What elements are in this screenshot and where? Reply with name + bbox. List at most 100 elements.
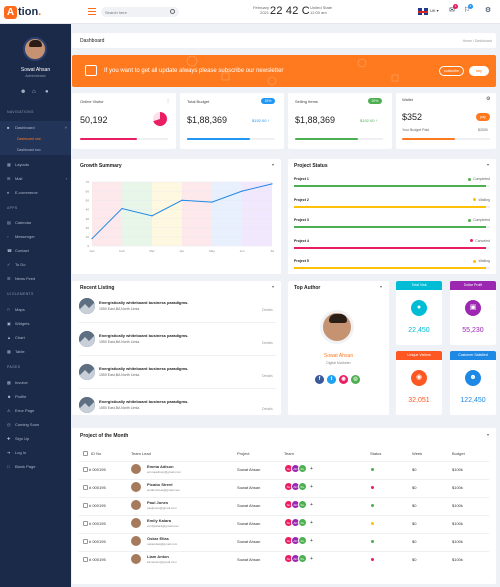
lead-avatar[interactable] <box>131 482 141 492</box>
lead-name[interactable]: Paul Jones <box>147 500 169 505</box>
lead-name[interactable]: Emily Kalara <box>147 518 172 523</box>
sidebar-item-widgets[interactable]: ▣ Widgets <box>7 321 67 326</box>
mail-icon[interactable]: ⚐ <box>463 7 471 14</box>
avatar[interactable] <box>23 37 47 61</box>
home-icon[interactable]: ⌂ <box>32 89 36 95</box>
sidebar-item-log-in[interactable]: ➔ Log In <box>7 450 67 455</box>
sidebar-item-messenger[interactable]: ▫ Messenger <box>7 234 67 239</box>
team-member-avatar[interactable]: KL <box>298 536 307 545</box>
team-member-avatar[interactable]: KL <box>298 464 307 473</box>
uk-flag-icon[interactable] <box>418 8 428 15</box>
breadcrumb[interactable]: Home / Dashboard <box>462 39 492 43</box>
details-link[interactable]: Details <box>262 407 273 411</box>
listing-thumbnail[interactable] <box>79 364 95 380</box>
row-checkbox[interactable] <box>83 467 88 472</box>
search-icon[interactable] <box>170 9 175 14</box>
chevron-down-icon[interactable]: ▾ <box>272 284 275 289</box>
row-checkbox[interactable] <box>83 485 88 490</box>
skip-button[interactable]: skip <box>469 66 489 76</box>
language-selector[interactable]: UK ▾ <box>430 8 439 13</box>
chevron-down-icon[interactable]: ▾ <box>487 162 490 167</box>
lead-name[interactable]: Picabo Street <box>147 482 173 487</box>
sidebar-item-news-feed[interactable]: ☰ News Feed <box>7 276 67 281</box>
sidebar-item-table[interactable]: ▦ Table <box>7 349 67 354</box>
lead-avatar[interactable] <box>131 536 141 546</box>
instagram-icon[interactable]: ◉ <box>339 375 348 384</box>
lead-name[interactable]: Emma Adison <box>147 464 174 469</box>
sidebar-item-coming-soon[interactable]: ◷ Coming Soon <box>7 422 67 427</box>
row-checkbox[interactable] <box>83 521 88 526</box>
sidebar-item-chart[interactable]: ▲ Chart <box>7 335 67 340</box>
sidebar-item-dashboard[interactable]: ■ Dashboard ˅ <box>7 125 67 130</box>
sidebar-item-todo[interactable]: ✓ To Do <box>7 262 67 267</box>
chevron-down-icon[interactable]: ▾ <box>272 162 275 167</box>
chevron-down-icon[interactable]: ▾ <box>487 432 490 437</box>
details-link[interactable]: Details <box>262 374 273 378</box>
chevron-down-icon[interactable]: ▾ <box>380 284 383 289</box>
sidebar-item-blank-page[interactable]: □ Blank Page <box>7 464 67 469</box>
column-header-lead[interactable]: Team Lead <box>131 451 151 456</box>
column-header-project[interactable]: Project <box>237 451 250 456</box>
logo[interactable]: A tion . <box>4 3 41 21</box>
dribbble-icon[interactable]: ◎ <box>351 375 360 384</box>
listing-thumbnail[interactable] <box>79 331 95 347</box>
column-header-team[interactable]: Team <box>284 451 294 456</box>
sidebar-subitem-dashboard-two[interactable]: Dashboard two <box>17 148 41 152</box>
sidebar-subitem-dashboard-one[interactable]: Dashboard one <box>17 137 41 141</box>
facebook-icon[interactable]: f <box>315 375 324 384</box>
more-icon[interactable]: ⋮ <box>166 98 170 103</box>
team-more[interactable]: + <box>310 466 313 472</box>
team-member-avatar[interactable]: KL <box>298 500 307 509</box>
sidebar-item-maps[interactable]: ⚐ Maps <box>7 307 67 312</box>
sidebar-item-invoice[interactable]: ▩ Invoice <box>7 380 67 385</box>
listing-thumbnail[interactable] <box>79 298 95 314</box>
column-header-id[interactable]: ID No <box>91 451 102 456</box>
listing-title[interactable]: Energistically whiteboard business parad… <box>99 300 189 305</box>
sidebar-item-ecommerce[interactable]: ♦ E-commerce <box>7 190 67 195</box>
hamburger-menu-icon[interactable] <box>88 8 96 15</box>
team-member-avatar[interactable]: KL <box>298 482 307 491</box>
lead-avatar[interactable] <box>131 554 141 564</box>
team-member-avatar[interactable]: KL <box>298 554 307 563</box>
lock-icon[interactable]: ● <box>45 89 49 95</box>
listing-title[interactable]: Energistically whiteboard business parad… <box>99 333 189 338</box>
lead-avatar[interactable] <box>131 518 141 528</box>
sidebar-item-mail[interactable]: ✉ Mail › <box>7 176 67 181</box>
column-header-week[interactable]: Week <box>412 451 423 456</box>
row-checkbox[interactable] <box>83 557 88 562</box>
sidebar-item-contact[interactable]: ☎ Contact <box>7 248 67 253</box>
author-avatar[interactable] <box>320 310 354 344</box>
sidebar-item-profile[interactable]: ☻ Profile <box>7 394 67 399</box>
listing-title[interactable]: Energistically whiteboard business parad… <box>99 366 189 371</box>
sidebar-item-error-page[interactable]: ⚠ Error Page <box>7 408 67 413</box>
sidebar-item-calendar[interactable]: ▤ Calendar <box>7 220 67 225</box>
lead-name[interactable]: Oskar Elias <box>147 536 169 541</box>
row-checkbox[interactable] <box>83 539 88 544</box>
lead-name[interactable]: Liam Anton <box>147 554 169 559</box>
team-member-avatar[interactable]: KL <box>298 518 307 527</box>
settings-icon[interactable]: ⚙ <box>484 7 492 14</box>
team-more[interactable]: + <box>310 484 313 490</box>
sidebar-item-sign-up[interactable]: ✚ Sign Up <box>7 436 67 441</box>
sidebar-item-layouts[interactable]: ▦ Layouts <box>7 162 67 167</box>
subscribe-button[interactable]: subscribe <box>439 66 464 76</box>
author-name[interactable]: Sowat Ahsan <box>323 353 354 359</box>
lead-avatar[interactable] <box>131 464 141 474</box>
pay-button[interactable]: pay <box>476 113 490 121</box>
settings-icon[interactable]: ⚙ <box>486 96 491 102</box>
user-profile-icon[interactable]: ☻ <box>20 89 27 95</box>
team-more[interactable]: + <box>310 556 313 562</box>
column-header-budget[interactable]: Budget <box>452 451 465 456</box>
search-input[interactable] <box>101 7 179 17</box>
team-more[interactable]: + <box>310 538 313 544</box>
team-more[interactable]: + <box>310 502 313 508</box>
lead-avatar[interactable] <box>131 500 141 510</box>
column-header-status[interactable]: Status <box>370 451 382 456</box>
row-checkbox[interactable] <box>83 503 88 508</box>
listing-title[interactable]: Energistically whiteboard business parad… <box>99 399 189 404</box>
twitter-icon[interactable]: t <box>327 375 336 384</box>
team-more[interactable]: + <box>310 520 313 526</box>
bell-icon[interactable]: ✉ <box>449 7 455 14</box>
details-link[interactable]: Details <box>262 308 273 312</box>
listing-thumbnail[interactable] <box>79 397 95 413</box>
